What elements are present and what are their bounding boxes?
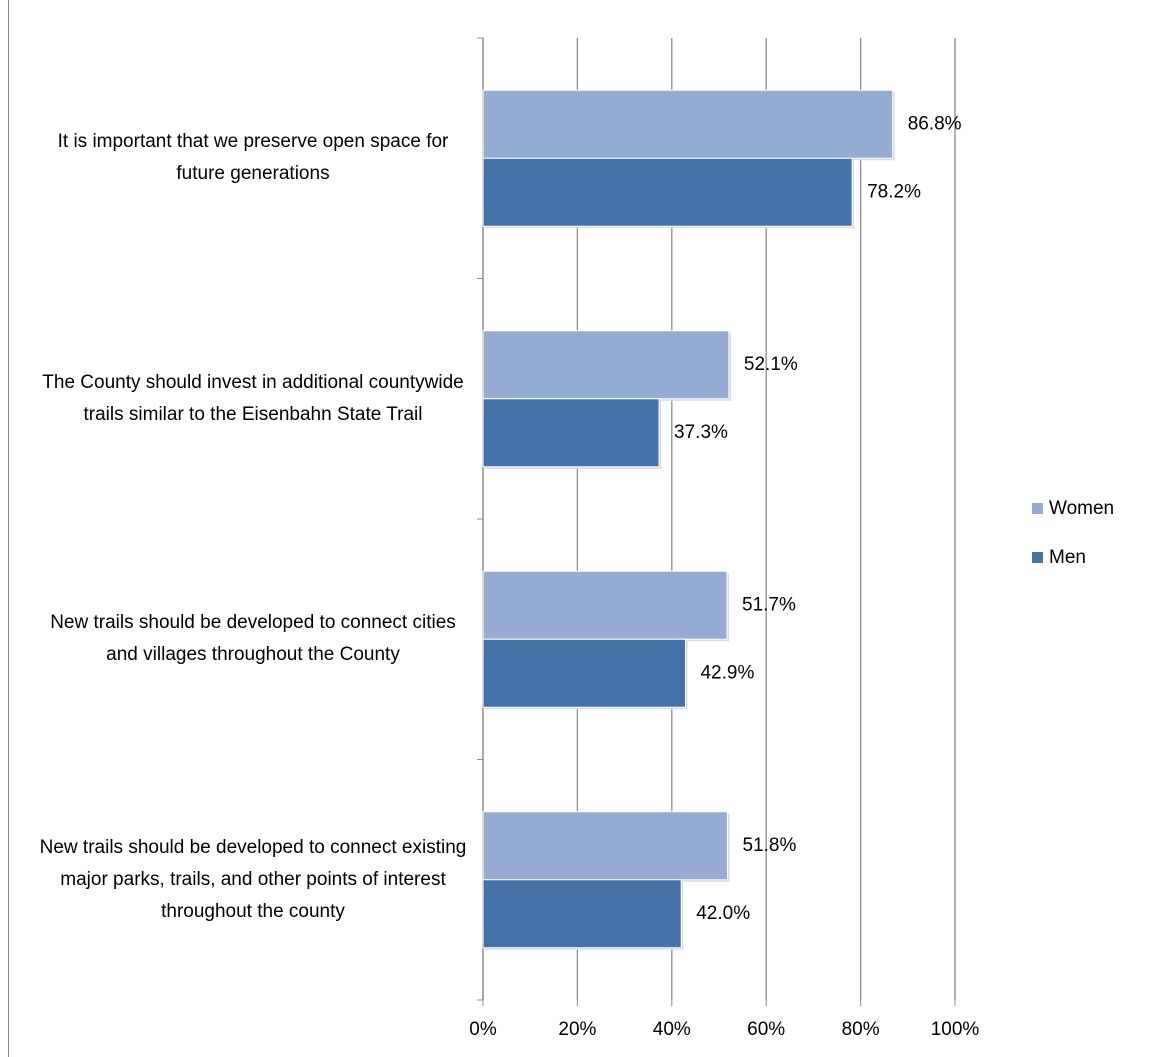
x-tick-label: 40% xyxy=(653,1019,691,1040)
x-tick-label: 60% xyxy=(747,1019,785,1040)
value-label: 51.8% xyxy=(742,835,796,856)
category-label: New trails should be developed to connec… xyxy=(39,836,467,922)
bar xyxy=(482,638,686,708)
bar xyxy=(482,811,728,881)
legend-label: Women xyxy=(1049,498,1114,519)
chart-frame xyxy=(8,0,9,1057)
legend-swatch xyxy=(1032,552,1043,563)
value-label: 42.0% xyxy=(696,903,750,924)
value-label: 86.8% xyxy=(908,113,962,134)
bar xyxy=(482,89,894,159)
category-label: It is important that we preserve open sp… xyxy=(57,131,449,185)
bar xyxy=(482,879,682,949)
value-label: 52.1% xyxy=(744,354,798,375)
value-label: 42.9% xyxy=(700,662,754,683)
bar xyxy=(482,157,853,227)
x-tick-label: 100% xyxy=(931,1019,980,1040)
value-label: 51.7% xyxy=(742,594,796,615)
x-tick-label: 0% xyxy=(469,1019,497,1040)
bar xyxy=(482,398,660,468)
value-label: 37.3% xyxy=(674,422,728,443)
bar xyxy=(482,570,728,640)
legend-swatch xyxy=(1032,503,1043,514)
x-tick-label: 80% xyxy=(842,1019,880,1040)
value-label: 78.2% xyxy=(867,181,921,202)
legend-label: Men xyxy=(1049,547,1086,568)
category-label: New trails should be developed to connec… xyxy=(50,612,456,666)
bar xyxy=(482,330,730,400)
category-label: The County should invest in additional c… xyxy=(42,371,464,425)
x-tick-label: 20% xyxy=(558,1019,596,1040)
